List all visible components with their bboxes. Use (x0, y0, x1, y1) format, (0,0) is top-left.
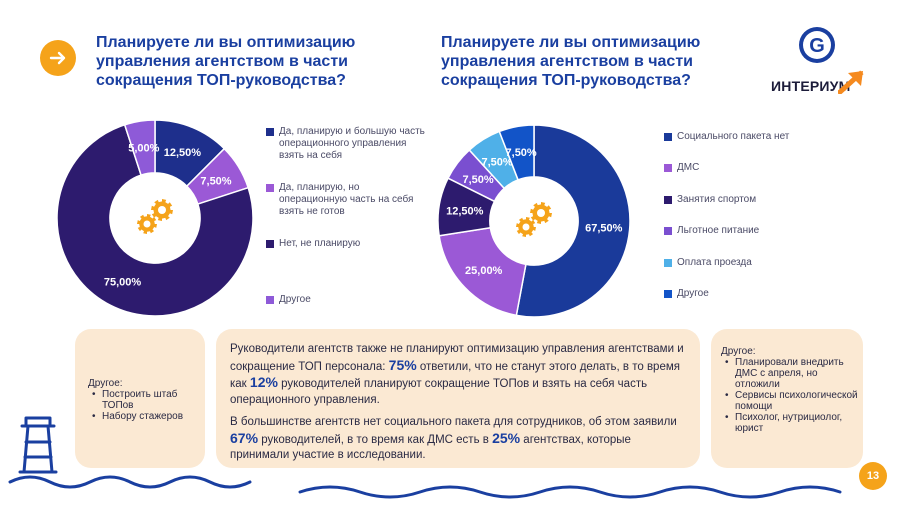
data-label: 5,00% (128, 142, 159, 154)
legend-swatch (664, 164, 672, 172)
legend-item: Другое (266, 294, 311, 306)
donut-chart-left: 12,50% 7,50% 75,00% 5,00% (56, 119, 254, 317)
legend-label: Да, планирую, но операционную часть на с… (279, 182, 414, 217)
legend-swatch (664, 227, 672, 235)
pie-slice (438, 226, 527, 317)
data-label: 75,00% (104, 277, 142, 289)
list-item: Планировали внедрить ДМС с апреля, но от… (721, 357, 861, 390)
summary-paragraph-2: В большинстве агентств нет социального п… (230, 416, 677, 461)
legend-item: Оплата проезда (664, 257, 752, 269)
highlight-value: 25% (492, 429, 521, 446)
data-label: 67,50% (585, 222, 623, 234)
legend-left: Да, планирую и большую часть операционно… (266, 126, 426, 316)
pie-slice (56, 123, 254, 317)
other-note-right: Другое: Планировали внедрить ДМС с апрел… (711, 329, 863, 468)
legend-label: Нет, не планирую (279, 238, 361, 249)
legend-label: Оплата проезда (677, 257, 752, 268)
data-label: 25,00% (465, 265, 503, 277)
lighthouse-waves-icon (8, 416, 842, 499)
interium-logo-icon: G (799, 27, 835, 63)
legend-item: Социального пакета нет (664, 131, 789, 143)
legend-swatch (664, 133, 672, 141)
chart-title-right: Планируете ли вы оптимизацию управления … (441, 34, 701, 89)
data-label: 7,50% (462, 174, 493, 186)
data-label: 7,50% (200, 176, 231, 188)
gear-hole (158, 206, 166, 214)
legend-item: Льготное питание (664, 225, 759, 237)
next-arrow-button[interactable] (40, 40, 76, 76)
legend-item: Да, планирую, но операционную часть на с… (266, 182, 426, 218)
pie-slice (498, 124, 535, 181)
legend-label: Другое (677, 288, 709, 299)
legend-swatch (266, 128, 274, 136)
list-item: Психолог, нутрициолог, юрист (721, 412, 861, 434)
chart-title-left: Планируете ли вы оптимизацию управления … (96, 34, 356, 89)
legend-swatch (664, 290, 672, 298)
other-heading-left: Другое: (88, 378, 123, 389)
legend-label: ДМС (677, 162, 700, 173)
legend-label: Занятия спортом (677, 194, 757, 205)
legend-item: ДМС (664, 162, 699, 174)
legend-swatch (266, 296, 274, 304)
list-item: Построить штаб ТОПов (88, 389, 203, 411)
arrow-right-icon (49, 51, 66, 65)
legend-right: Социального пакета нет ДМС Занятия спортом… (664, 128, 824, 308)
highlight-value: 67% (230, 429, 259, 446)
pie-slice (123, 119, 156, 177)
legend-item: Нет, не планирую (266, 238, 360, 250)
logo-arrow-icon (838, 70, 864, 94)
legend-swatch (266, 240, 274, 248)
highlight-value: 75% (388, 356, 417, 373)
data-label: 7,50% (506, 147, 537, 159)
legend-item: Занятия спортом (664, 194, 756, 206)
pie-slice (515, 124, 631, 318)
legend-label: Социального пакета нет (677, 131, 790, 142)
list-item: Набору стажеров (88, 411, 203, 422)
data-label: 7,50% (482, 156, 513, 168)
legend-swatch (266, 184, 274, 192)
logo-text: ИНТЕРИУМ (771, 78, 851, 94)
logo-letter: G (809, 35, 825, 57)
other-heading-right: Другое: (721, 346, 756, 357)
legend-item: Да, планирую и большую часть операционно… (266, 126, 426, 162)
data-label: 12,50% (164, 147, 202, 159)
summary-paragraph-1: Руководители агентств также не планируют… (230, 343, 684, 406)
summary-box: Руководители агентств также не планируют… (216, 329, 700, 468)
legend-label: Льготное питание (677, 225, 760, 236)
gear-hole (537, 209, 545, 217)
data-label: 12,50% (446, 205, 484, 217)
legend-swatch (664, 259, 672, 267)
list-item: Сервисы психологической помощи (721, 390, 861, 412)
legend-swatch (664, 196, 672, 204)
donut-chart-right: 67,50%25,00%12,50%7,50%7,50%7,50% (437, 124, 631, 318)
other-note-left: Другое: Построить штаб ТОПов Набору стаж… (75, 329, 205, 468)
legend-label: Другое (279, 294, 311, 305)
legend-item: Другое (664, 288, 709, 300)
page-number: 13 (859, 462, 887, 490)
gear-hole (143, 220, 151, 228)
gear-hole (522, 223, 530, 231)
highlight-value: 12% (249, 374, 278, 390)
legend-label: Да, планирую и большую часть операционно… (279, 126, 425, 161)
